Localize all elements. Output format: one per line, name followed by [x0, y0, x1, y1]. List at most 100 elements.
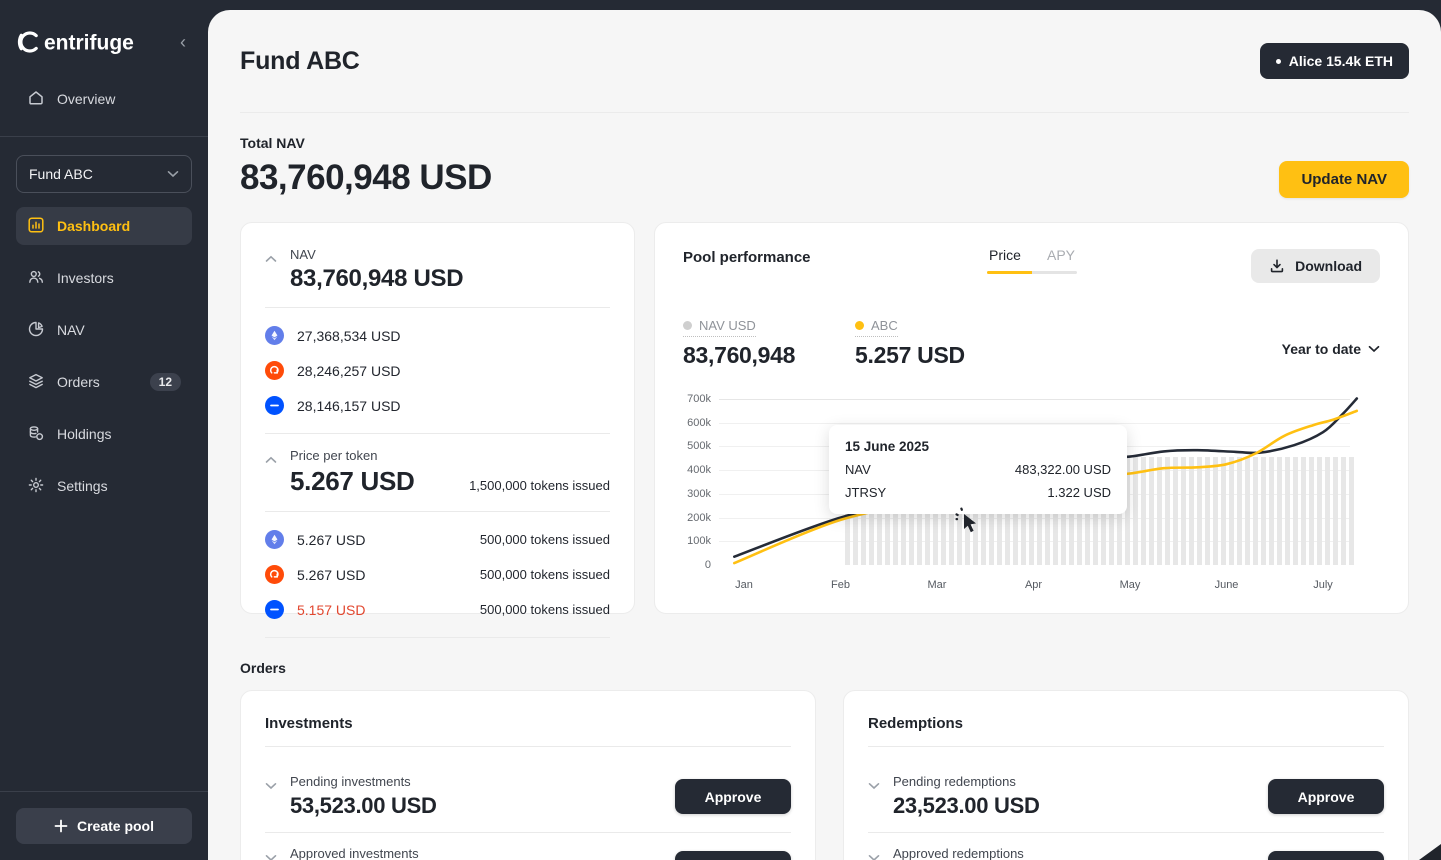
create-pool-button[interactable]: Create pool: [16, 808, 192, 844]
cursor-pointer-icon: [955, 507, 981, 540]
sidebar-item-holdings[interactable]: Holdings: [16, 415, 192, 453]
download-button[interactable]: Download: [1251, 249, 1380, 283]
legend-nav-value: 83,760,948: [683, 342, 796, 368]
divider: [265, 433, 610, 434]
redemptions-title: Redemptions: [868, 715, 964, 732]
page-title: Fund ABC: [240, 46, 360, 75]
x-tick-label: Feb: [831, 579, 850, 591]
download-icon: [1270, 259, 1284, 273]
sidebar-item-label: Orders: [57, 374, 100, 390]
wallet-badge[interactable]: Alice 15.4k ETH: [1259, 43, 1409, 79]
sidebar-item-label: NAV: [57, 322, 85, 338]
token-price: 5.267 USD: [297, 531, 366, 548]
legend-abc[interactable]: ABC 5.257 USD: [855, 317, 1027, 369]
pool-performance-card: Pool performance Price APY Download NAV …: [654, 222, 1409, 614]
divider: [265, 511, 610, 512]
divider: [868, 746, 1384, 747]
centrifuge-logo: entrifuge: [14, 24, 140, 60]
chart-y-axis: 0 100k 200k 300k 400k 500k 600k 700k: [683, 393, 711, 571]
network-nav-row: 28,246,257 USD: [265, 357, 610, 384]
nav-section-label: NAV: [290, 247, 316, 262]
pending-redemptions-row: Pending redemptions 23,523.00 USD Approv…: [868, 761, 1384, 832]
sidebar: entrifuge ‹ Overview Fund ABC Dashboard …: [0, 0, 208, 860]
x-tick-label: Apr: [1024, 579, 1043, 591]
tooltip-date: 15 June 2025: [845, 439, 930, 454]
investors-icon: [27, 268, 45, 289]
token-price-row: 5.267 USD 500,000 tokens issued: [265, 526, 610, 553]
expand-chevron-down-icon[interactable]: [868, 777, 880, 819]
y-tick-label: 0: [704, 559, 711, 571]
tab-indicator-track: [987, 271, 1077, 274]
pool-select-value: Fund ABC: [29, 166, 93, 182]
legend-abc-value: 5.257 USD: [855, 342, 965, 368]
dashboard-icon: [27, 216, 45, 237]
total-nav-label: Total NAV: [240, 135, 305, 151]
sidebar-item-orders[interactable]: Orders 12: [16, 363, 192, 401]
approved-investments-row: Approved investments 6,246.00 USD Issue: [265, 832, 791, 860]
sidebar-item-nav[interactable]: NAV: [16, 311, 192, 349]
legend-nav-usd[interactable]: NAV USD 83,760,948: [683, 317, 855, 369]
header-divider: [240, 112, 1409, 113]
tab-price[interactable]: Price: [989, 247, 1021, 263]
total-nav-value: 83,760,948 USD: [240, 158, 492, 197]
tooltip-series-value: 1.322 USD: [1047, 485, 1111, 500]
orders-count-badge: 12: [149, 373, 181, 391]
tab-apy[interactable]: APY: [1046, 247, 1075, 263]
sidebar-item-label: Investors: [57, 270, 114, 286]
sidebar-item-investors[interactable]: Investors: [16, 259, 192, 297]
sidebar-item-overview[interactable]: Overview: [16, 80, 192, 118]
expand-chevron-down-icon[interactable]: [265, 849, 277, 860]
settings-gear-icon: [27, 476, 45, 497]
date-range-select[interactable]: Year to date: [1282, 329, 1380, 369]
expand-chevron-down-icon[interactable]: [265, 777, 277, 819]
y-tick-label: 500k: [687, 440, 711, 453]
chart-gridline: [719, 399, 1350, 400]
tokens-issued: 500,000 tokens issued: [479, 602, 610, 617]
legend-label: NAV USD: [699, 318, 756, 333]
legend-dot-yellow: [855, 321, 864, 330]
network-nav-row: 27,368,534 USD: [265, 322, 610, 349]
order-row-value: 23,523.00 USD: [893, 793, 1040, 818]
order-row-value: 53,523.00 USD: [290, 793, 437, 818]
logo-text: entrifuge: [44, 32, 134, 55]
create-pool-label: Create pool: [76, 818, 154, 834]
y-tick-label: 300k: [687, 487, 711, 500]
network-nav-row: 28,146,157 USD: [265, 392, 610, 419]
collapse-chevron-up-icon[interactable]: [265, 451, 277, 497]
date-range-label: Year to date: [1281, 341, 1361, 357]
performance-chart[interactable]: 0 100k 200k 300k 400k 500k 600k 700k Jan Feb Mar A…: [683, 393, 1380, 591]
sidebar-item-label: Overview: [57, 91, 116, 107]
order-row-label: Approved investments: [290, 846, 419, 860]
chevron-down-icon: [167, 171, 179, 178]
red-network-icon: [265, 361, 284, 380]
tooltip-series-value: 483,322.00 USD: [1014, 462, 1111, 477]
order-row-label: Pending redemptions: [893, 774, 1016, 789]
price-section-label: Price per token: [290, 448, 378, 463]
revoke-button[interactable]: Revoke: [1268, 851, 1384, 860]
order-row-label: Approved redemptions: [893, 846, 1024, 860]
ethereum-icon: [265, 326, 284, 345]
red-network-icon: [265, 565, 284, 584]
sidebar-collapse-icon[interactable]: ‹: [180, 32, 186, 52]
approve-redemptions-button[interactable]: Approve: [1268, 779, 1384, 814]
y-tick-label: 100k: [687, 535, 711, 548]
network-nav-value: 28,146,157 USD: [297, 397, 401, 414]
nav-card: NAV 83,760,948 USD 27,368,534 USD 28,246…: [240, 222, 635, 638]
orders-heading: Orders: [240, 660, 286, 676]
sidebar-item-dashboard[interactable]: Dashboard: [16, 207, 192, 245]
expand-chevron-down-icon[interactable]: [868, 849, 880, 860]
approve-investments-button[interactable]: Approve: [675, 779, 791, 814]
token-price-alert: 5.157 USD: [297, 601, 366, 618]
investments-card: Investments Pending investments 53,523.0…: [240, 690, 816, 860]
collapse-chevron-up-icon[interactable]: [265, 250, 277, 293]
nav-pie-icon: [27, 320, 45, 341]
sidebar-item-settings[interactable]: Settings: [16, 467, 192, 505]
pool-select[interactable]: Fund ABC: [16, 155, 192, 193]
issue-button[interactable]: Issue: [675, 851, 791, 860]
update-nav-button[interactable]: Update NAV: [1279, 161, 1409, 198]
token-price: 5.267 USD: [297, 566, 366, 583]
chevron-down-icon: [1368, 345, 1380, 353]
sidebar-bottom-divider: [0, 791, 208, 792]
divider: [265, 637, 610, 638]
main-panel: Fund ABC Alice 15.4k ETH Total NAV 83,76…: [208, 10, 1441, 860]
